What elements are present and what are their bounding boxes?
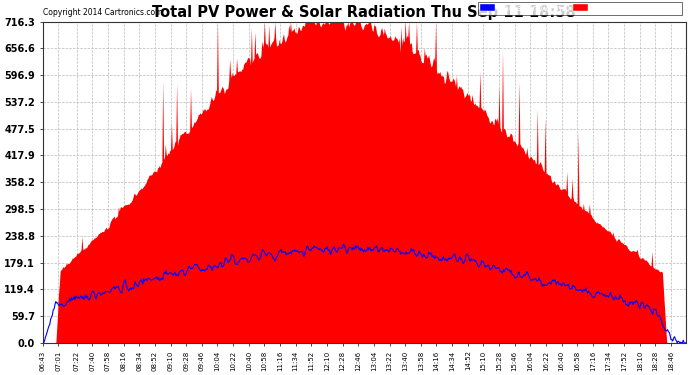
Legend: Radiation (w/m2), PV Panels (DC Watts): Radiation (w/m2), PV Panels (DC Watts) — [478, 2, 682, 15]
Text: Copyright 2014 Cartronics.com: Copyright 2014 Cartronics.com — [43, 8, 162, 17]
Title: Total PV Power & Solar Radiation Thu Sep 11 18:58: Total PV Power & Solar Radiation Thu Sep… — [152, 6, 576, 21]
